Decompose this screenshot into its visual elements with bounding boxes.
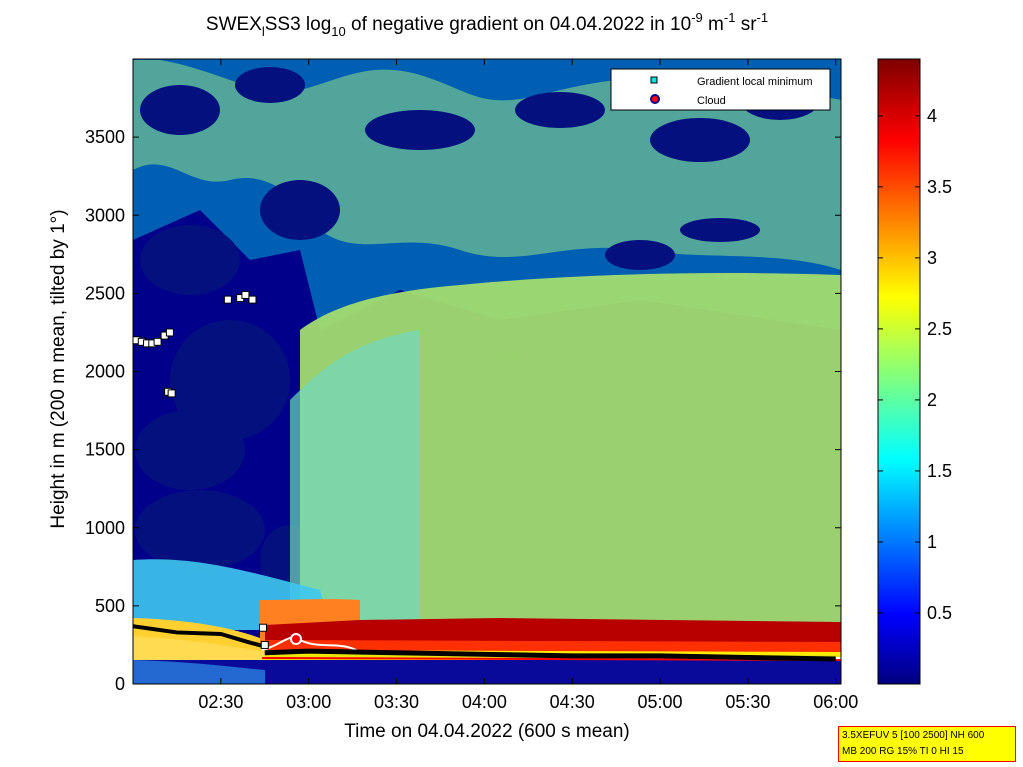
- x-tick-label: 03:00: [286, 692, 331, 712]
- colorbar-gradient: [877, 58, 921, 685]
- x-tick-label: 04:30: [550, 692, 595, 712]
- y-tick-label: 2000: [85, 362, 125, 382]
- cloud-outline: [261, 636, 841, 659]
- x-tick-label: 06:00: [813, 692, 858, 712]
- info-box: 3.5XEFUV 5 [100 2500] NH 600 MB 200 RG 1…: [838, 726, 1016, 762]
- y-axis-label: Height in m (200 m mean, tilted by 1°): [48, 209, 69, 528]
- gradient-minimum-marker: [223, 295, 232, 304]
- x-axis: 02:30 03:00 03:30 04:00 04:30 05:00 05:30 06:00: [198, 59, 858, 712]
- legend-entry-gradient: Gradient local minimum: [697, 76, 813, 88]
- y-axis: 0 500 1000 1500 2000 2500 3000 3500: [85, 127, 841, 694]
- legend: Gradient local minimum Cloud: [610, 68, 831, 111]
- y-tick-label: 3500: [85, 127, 125, 147]
- gradient-minimum-marker: [153, 337, 162, 346]
- x-axis-label: Time on 04.04.2022 (600 s mean): [344, 721, 630, 742]
- gradient-minimum-marker: [259, 623, 268, 632]
- y-tick-label: 0: [115, 674, 125, 694]
- x-tick-label: 02:30: [198, 692, 243, 712]
- x-tick-label: 05:00: [638, 692, 683, 712]
- legend-circle-icon: [650, 94, 660, 104]
- cloud-marker: [290, 633, 302, 645]
- colorbar-tick-label: 3: [927, 248, 937, 268]
- info-line-2: MB 200 RG 15% TI 0 HI 15: [842, 746, 964, 757]
- y-tick-label: 1500: [85, 440, 125, 460]
- colorbar-ticks: 0.5 1 1.5 2 2.5 3 3.5 4: [878, 106, 952, 623]
- legend-square-icon: [650, 76, 658, 84]
- chart-title: SWEXlSS3 log10 of negative gradient on 0…: [206, 10, 768, 39]
- cloud-base-line: [264, 648, 836, 662]
- colorbar-tick-label: 2.5: [927, 319, 952, 339]
- x-tick-label: 04:00: [462, 692, 507, 712]
- x-tick-label: 05:30: [725, 692, 770, 712]
- aerosol-layer-line: [133, 624, 266, 649]
- gradient-minimum-marker: [260, 640, 269, 649]
- y-tick-label: 1000: [85, 518, 125, 538]
- colorbar-tick-label: 3.5: [927, 177, 952, 197]
- gradient-minimum-marker: [241, 290, 250, 299]
- colorbar-tick-label: 2: [927, 390, 937, 410]
- gradient-minimum-marker: [167, 389, 176, 398]
- x-tick-label: 03:30: [374, 692, 419, 712]
- y-tick-label: 500: [95, 596, 125, 616]
- colorbar-tick-label: 0.5: [927, 603, 952, 623]
- heatmap-area: [133, 59, 841, 684]
- heatmap-main-layer: [300, 273, 841, 630]
- gradient-minimum-marker: [248, 295, 257, 304]
- colorbar-tick-label: 4: [927, 106, 937, 126]
- colorbar: 0.5 1 1.5 2 2.5 3 3.5 4: [877, 58, 952, 685]
- legend-entry-cloud: Cloud: [697, 95, 726, 107]
- y-tick-label: 3000: [85, 205, 125, 225]
- colorbar-tick-label: 1.5: [927, 461, 952, 481]
- cloud-base-polyline: [264, 648, 836, 662]
- y-tick-label: 2500: [85, 283, 125, 303]
- gradient-minimum-markers: [133, 290, 269, 649]
- aerosol-top-polyline: [133, 624, 266, 649]
- legend-box: [610, 68, 831, 111]
- colorbar-tick-label: 1: [927, 532, 937, 552]
- info-line-1: 3.5XEFUV 5 [100 2500] NH 600: [842, 730, 985, 741]
- gradient-minimum-marker: [165, 328, 174, 337]
